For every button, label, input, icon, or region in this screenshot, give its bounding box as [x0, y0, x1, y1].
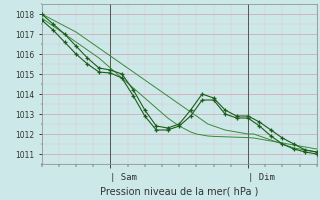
X-axis label: Pression niveau de la mer( hPa ): Pression niveau de la mer( hPa )	[100, 186, 258, 196]
